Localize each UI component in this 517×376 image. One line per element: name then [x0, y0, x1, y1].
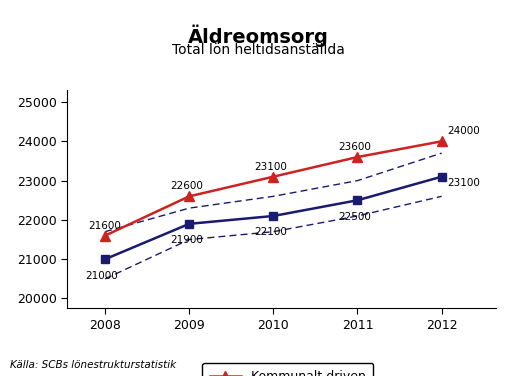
Text: 22100: 22100 — [254, 227, 287, 237]
Text: 21900: 21900 — [170, 235, 203, 245]
Text: 22600: 22600 — [170, 181, 203, 191]
Text: 23100: 23100 — [447, 178, 480, 188]
Text: 22500: 22500 — [338, 212, 371, 222]
Text: 21000: 21000 — [86, 271, 118, 280]
Text: 24000: 24000 — [447, 126, 480, 136]
Legend: Kommunalt driven, Privat driven: Kommunalt driven, Privat driven — [202, 362, 373, 376]
Text: 23100: 23100 — [254, 162, 287, 172]
Text: Total lön heltidsanställda: Total lön heltidsanställda — [172, 43, 345, 57]
Text: 23600: 23600 — [338, 142, 371, 152]
Text: Källa: SCBs lönestrukturstatistik: Källa: SCBs lönestrukturstatistik — [10, 360, 176, 370]
Text: 21600: 21600 — [88, 221, 121, 231]
Text: Äldreomsorg: Äldreomsorg — [188, 24, 329, 47]
